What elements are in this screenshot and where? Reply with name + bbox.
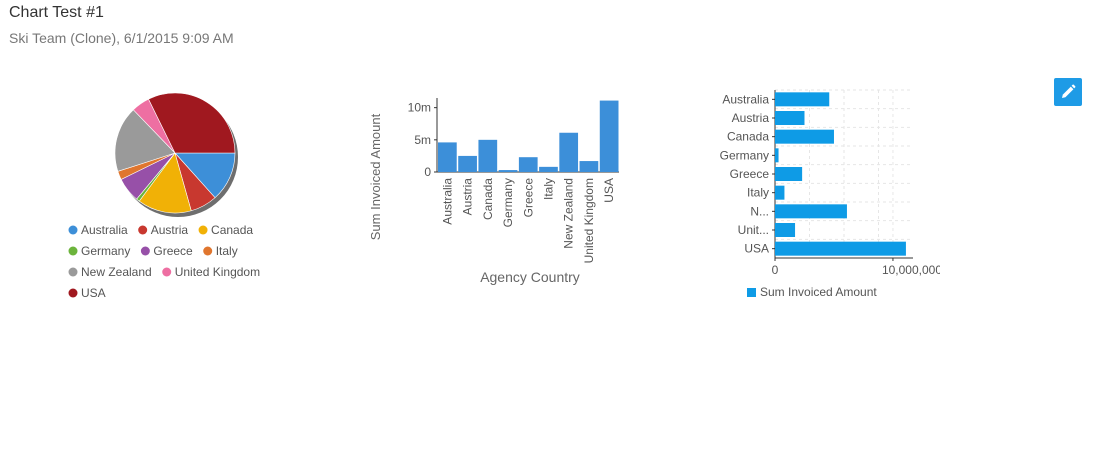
bar-austria bbox=[458, 155, 477, 172]
legend-label: Italy bbox=[216, 244, 238, 258]
hbar-australia bbox=[775, 92, 830, 107]
bar-germany bbox=[498, 170, 518, 172]
hbar-n bbox=[775, 204, 847, 219]
page-subtitle: Ski Team (Clone), 6/1/2015 9:09 AM bbox=[9, 30, 234, 46]
legend-swatch bbox=[68, 267, 78, 277]
y-tick-label: Germany bbox=[720, 148, 769, 162]
x-tick-label: Austria bbox=[461, 178, 475, 216]
legend-swatch bbox=[203, 246, 213, 256]
legend-item-usa: USA bbox=[68, 286, 106, 300]
legend-label: United Kingdom bbox=[175, 265, 260, 279]
bar-canada bbox=[478, 139, 498, 172]
bar-new-zealand bbox=[559, 132, 579, 172]
legend-swatch bbox=[162, 267, 172, 277]
y-tick-label: N... bbox=[750, 204, 769, 218]
y-tick-label: Canada bbox=[727, 130, 769, 144]
y-tick-label: Greece bbox=[730, 167, 770, 181]
y-tick-label: 5m bbox=[414, 133, 431, 147]
legend-item-germany: Germany bbox=[68, 244, 130, 258]
hbar-italy bbox=[775, 185, 785, 200]
pie-slice-new-zealand bbox=[114, 109, 176, 172]
x-tick-label: 0 bbox=[772, 263, 779, 277]
y-axis-title: Sum Invoiced Amount bbox=[368, 113, 383, 240]
legend-swatch bbox=[747, 288, 756, 297]
bar-italy bbox=[539, 166, 558, 172]
legend-label: Austria bbox=[151, 223, 189, 237]
legend-label: Greece bbox=[153, 244, 193, 258]
legend-item-australia: Australia bbox=[68, 223, 128, 237]
x-tick-label: 10,000,000 bbox=[882, 263, 940, 277]
legend-item-new-zealand: New Zealand bbox=[68, 265, 152, 279]
page-title: Chart Test #1 bbox=[9, 4, 104, 21]
x-tick-label: New Zealand bbox=[562, 178, 576, 249]
x-axis-title: Agency Country bbox=[480, 269, 580, 285]
legend-item-italy: Italy bbox=[203, 244, 238, 258]
horizontal-bar-chart: Australia Austria Canada Germany Greece Italy… bbox=[720, 89, 940, 299]
x-tick-label: Italy bbox=[541, 178, 555, 200]
legend-swatch bbox=[140, 246, 150, 256]
legend-item-greece: Greece bbox=[140, 244, 193, 258]
legend-swatch bbox=[138, 225, 148, 235]
pie-chart: Australia Austria Canada Germany Greece Italy… bbox=[68, 92, 260, 300]
hbar-unit bbox=[775, 223, 796, 237]
bar-usa bbox=[599, 100, 619, 172]
legend-label: USA bbox=[81, 286, 106, 300]
legend-label: New Zealand bbox=[81, 265, 152, 279]
edit-button[interactable] bbox=[1054, 78, 1082, 106]
y-tick-label: 0 bbox=[424, 165, 431, 179]
bar-united-kingdom bbox=[579, 161, 599, 172]
bar-greece bbox=[518, 157, 538, 172]
legend-swatch bbox=[68, 246, 78, 256]
legend-swatch bbox=[198, 225, 208, 235]
hbar-greece bbox=[775, 167, 803, 181]
bar-chart: 0 5m 10m Australia Austria Canada Germany Greec… bbox=[368, 98, 619, 285]
hbar-usa bbox=[775, 241, 906, 256]
pencil-icon bbox=[1062, 84, 1076, 98]
y-tick-label: Austria bbox=[732, 111, 770, 125]
x-tick-label: Canada bbox=[481, 178, 495, 220]
y-tick-label: 10m bbox=[408, 101, 431, 115]
x-tick-label: USA bbox=[602, 178, 616, 203]
legend-label: Germany bbox=[81, 244, 130, 258]
legend-item-austria: Austria bbox=[138, 223, 188, 237]
x-tick-label: Germany bbox=[501, 178, 515, 227]
x-tick-label: United Kingdom bbox=[582, 178, 596, 263]
hbar-germany bbox=[775, 148, 779, 163]
hbar-canada bbox=[775, 129, 834, 144]
legend-label: Canada bbox=[211, 223, 253, 237]
legend-label: Sum Invoiced Amount bbox=[760, 285, 877, 299]
y-tick-label: Italy bbox=[747, 186, 769, 200]
legend-item-canada: Canada bbox=[198, 223, 253, 237]
legend-label: Australia bbox=[81, 223, 128, 237]
pie-slice-canada bbox=[138, 152, 192, 214]
hbar-austria bbox=[775, 111, 805, 125]
legend-item-united-kingdom: United Kingdom bbox=[162, 265, 260, 279]
legend-swatch bbox=[68, 288, 78, 298]
legend-item-sum-invoiced-amount: Sum Invoiced Amount bbox=[747, 285, 877, 299]
pie-slice-usa bbox=[148, 92, 236, 154]
bar-australia bbox=[438, 142, 457, 172]
x-tick-label: Greece bbox=[521, 178, 535, 218]
legend-swatch bbox=[68, 225, 78, 235]
y-tick-label: USA bbox=[744, 242, 769, 256]
x-tick-label: Australia bbox=[440, 178, 454, 225]
y-tick-label: Unit... bbox=[738, 223, 769, 237]
y-tick-label: Australia bbox=[722, 92, 769, 106]
